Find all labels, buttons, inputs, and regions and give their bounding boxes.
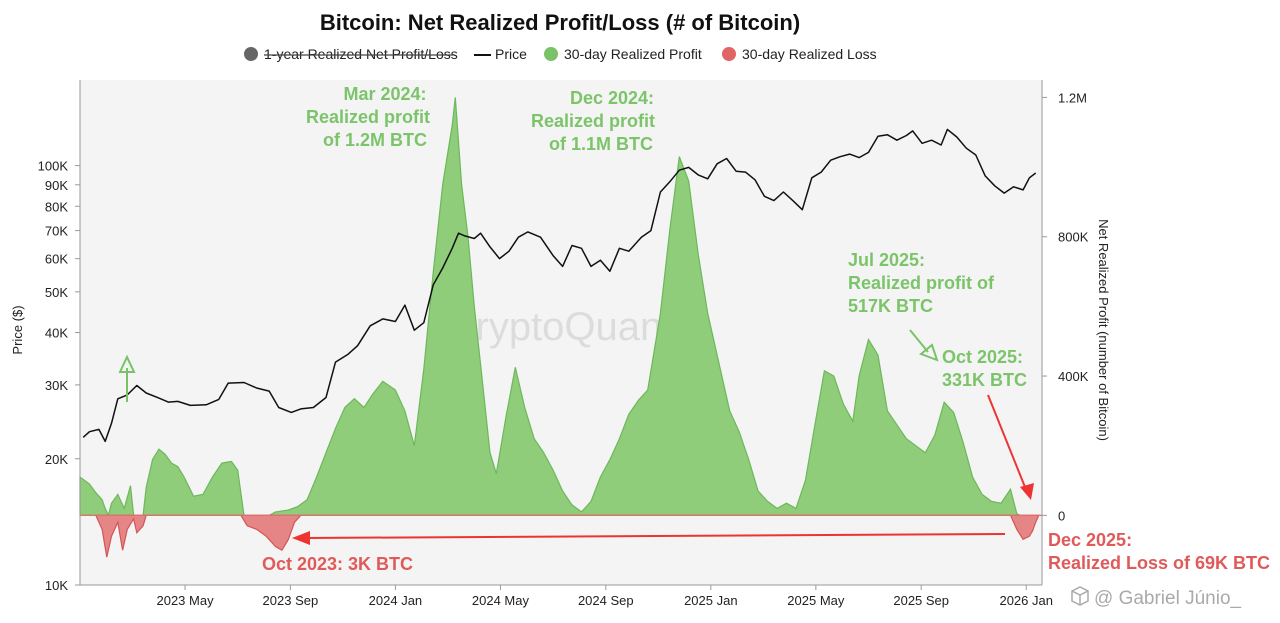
legend-marker-circle-icon — [244, 47, 258, 61]
annotation-oct-2023: Oct 2023: 3K BTC — [262, 554, 413, 574]
legend-marker-circle-icon — [544, 47, 558, 61]
legend-label: 30-day Realized Loss — [742, 46, 877, 62]
axes-layer: 10K 20K 30K 40K 50K 60K 70K 80K 90K 100K 0 400K 800K… — [38, 80, 1089, 608]
annotation-line: of 1.1M BTC — [549, 134, 653, 154]
y-left-tick-label: 30K — [45, 378, 68, 393]
legend-item-price[interactable]: Price — [474, 46, 527, 62]
y-left-tick-label: 60K — [45, 252, 68, 267]
annotation-line: Oct 2023: 3K BTC — [262, 554, 413, 574]
x-tick-label: 2024 May — [472, 593, 530, 608]
y-left-tick-label: 20K — [45, 452, 68, 467]
annotation-line: Dec 2025: — [1048, 530, 1132, 550]
y-right-tick-label: 1.2M — [1058, 90, 1087, 105]
legend-label: Price — [495, 46, 527, 62]
x-tick-label: 2026 Jan — [999, 593, 1053, 608]
legend-label: 30-day Realized Profit — [564, 46, 702, 62]
y-left-tick-label: 80K — [45, 199, 68, 214]
annotation-line: Realized profit of — [848, 273, 995, 293]
legend-item-realized-loss[interactable]: 30-day Realized Loss — [722, 46, 877, 62]
annotation-line: 331K BTC — [942, 370, 1027, 390]
y-left-tick-label: 70K — [45, 224, 68, 239]
legend: 1-year Realized Net Profit/Loss Price 30… — [244, 46, 877, 62]
x-tick-label: 2024 Jan — [369, 593, 423, 608]
annotation-line: Realized profit — [306, 107, 430, 127]
y-right-axis-label: Net Realized Profit (number of Bitcoin) — [1096, 219, 1111, 441]
y-right-tick-label: 400K — [1058, 369, 1089, 384]
y-left-tick-label: 10K — [45, 578, 68, 593]
annotation-line: of 1.2M BTC — [323, 130, 427, 150]
arrow-up-icon — [118, 354, 136, 402]
x-tick-label: 2023 May — [156, 593, 214, 608]
annotation-jul-2025: Jul 2025: Realized profit of 517K BTC — [848, 250, 995, 316]
watermark: CryptoQuant — [447, 305, 674, 349]
legend-item-realized-profit[interactable]: 30-day Realized Profit — [544, 46, 702, 62]
y-left-axis-label: Price ($) — [10, 305, 25, 354]
price-line — [82, 128, 1037, 443]
legend-marker-circle-icon — [722, 47, 736, 61]
annotation-line: Realized profit — [531, 111, 655, 131]
annotation-dec-2025: Dec 2025: Realized Loss of 69K BTC — [1048, 530, 1270, 573]
y-left-tick-label: 100K — [38, 159, 69, 174]
annotation-line: Mar 2024: — [343, 84, 426, 104]
annotation-line: Dec 2024: — [570, 88, 654, 108]
y-right-tick-label: 800K — [1058, 230, 1089, 245]
x-tick-label: 2023 Sep — [263, 593, 319, 608]
legend-item-net-profit-loss[interactable]: 1-year Realized Net Profit/Loss — [244, 46, 458, 62]
annotation-line: Realized Loss of 69K BTC — [1048, 553, 1270, 573]
annotation-line: Oct 2025: — [942, 347, 1023, 367]
y-left-tick-label: 50K — [45, 285, 68, 300]
y-left-tick-label: 90K — [45, 178, 68, 193]
arrow-down-red-icon — [987, 394, 1034, 500]
x-tick-label: 2025 May — [787, 593, 845, 608]
chart-title: Bitcoin: Net Realized Profit/Loss (# of … — [320, 10, 800, 35]
legend-label: 1-year Realized Net Profit/Loss — [264, 46, 458, 62]
series-layer — [79, 97, 1042, 558]
credit: @ Gabriel Júnio_ — [1071, 586, 1242, 609]
annotation-oct-2025: Oct 2025: 331K BTC — [942, 347, 1027, 390]
credit-text: @ Gabriel Júnio_ — [1094, 588, 1242, 609]
y-right-tick-label: 0 — [1058, 508, 1065, 523]
arrow-left-red-icon — [292, 531, 1006, 545]
cube-logo-icon — [1071, 586, 1089, 606]
x-tick-label: 2024 Sep — [578, 593, 634, 608]
annotations: Mar 2024: Realized profit of 1.2M BTC De… — [118, 84, 1270, 574]
x-tick-label: 2025 Sep — [893, 593, 949, 608]
realized-profit-area — [79, 97, 1039, 518]
annotation-line: 517K BTC — [848, 296, 933, 316]
annotation-mar-2024: Mar 2024: Realized profit of 1.2M BTC — [306, 84, 430, 150]
x-tick-label: 2025 Jan — [684, 593, 738, 608]
arrow-down-right-icon — [909, 329, 939, 362]
realized-loss-area — [94, 514, 1040, 558]
y-left-tick-label: 40K — [45, 326, 68, 341]
annotation-line: Jul 2025: — [848, 250, 925, 270]
annotation-dec-2024: Dec 2024: Realized profit of 1.1M BTC — [531, 88, 655, 154]
